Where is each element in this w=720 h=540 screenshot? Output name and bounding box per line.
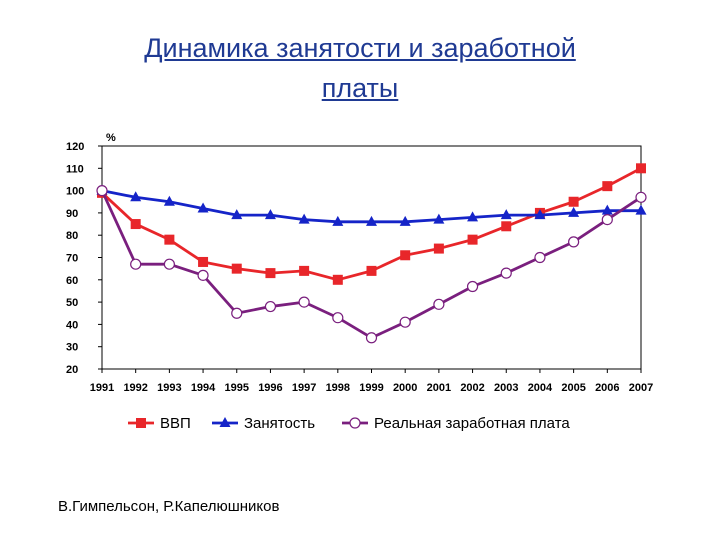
author-credit: В.Гимпельсон, Р.Капелюшников <box>58 498 280 515</box>
data-point <box>264 300 277 313</box>
data-point <box>332 215 344 226</box>
x-tick-label: 1991 <box>90 382 114 394</box>
page-title: Динамика занятости и заработной платы <box>0 28 720 108</box>
y-tick-label: 80 <box>66 230 78 242</box>
x-tick-label: 1995 <box>225 382 249 394</box>
data-point <box>366 215 377 226</box>
data-point <box>467 211 479 222</box>
data-point <box>635 191 647 203</box>
y-tick-label: 30 <box>66 342 78 354</box>
x-tick-label: 1994 <box>191 382 216 394</box>
data-point <box>130 219 141 230</box>
data-point <box>399 316 411 328</box>
chart-legend: ВВП Занятость Реальная заработная плата <box>128 415 570 432</box>
chart-series <box>96 163 647 344</box>
data-point <box>197 269 209 281</box>
legend-item-1: ВВП <box>128 415 191 432</box>
data-point <box>500 209 512 220</box>
data-point <box>332 312 344 324</box>
data-point <box>130 258 142 270</box>
legend-label: Реальная заработная плата <box>374 415 570 432</box>
data-point <box>231 263 242 274</box>
legend-item-3: Реальная заработная плата <box>342 415 570 432</box>
data-point <box>299 265 310 276</box>
legend-marker <box>219 417 231 427</box>
data-point <box>197 202 209 213</box>
y-tick-label: 40 <box>66 319 78 331</box>
data-point <box>366 265 377 276</box>
data-point <box>399 215 411 226</box>
legend-label: Занятость <box>244 415 315 432</box>
x-tick-label: 1992 <box>123 382 147 394</box>
y-tick-label: 70 <box>66 253 78 265</box>
y-tick-label: 90 <box>66 208 78 220</box>
data-point <box>534 251 546 264</box>
data-point <box>265 268 276 279</box>
data-point <box>231 307 243 319</box>
data-point <box>433 213 445 224</box>
data-point <box>568 196 579 207</box>
y-unit-label: % <box>106 132 116 144</box>
y-tick-label: 50 <box>66 297 78 309</box>
x-tick-label: 2003 <box>494 382 518 394</box>
x-tick-label: 2005 <box>561 382 585 394</box>
data-point <box>534 209 546 220</box>
x-tick-label: 2001 <box>427 382 451 394</box>
x-tick-label: 1993 <box>157 382 181 394</box>
data-point <box>96 185 108 197</box>
data-point <box>164 234 175 245</box>
data-point <box>602 181 613 192</box>
x-tick-label: 1996 <box>258 382 282 394</box>
series-2 <box>96 184 647 226</box>
title-line-2: платы <box>321 73 399 103</box>
data-point <box>264 209 276 220</box>
y-tick-label: 60 <box>66 275 78 287</box>
data-point <box>433 298 445 310</box>
x-tick-label: 1998 <box>326 382 350 394</box>
y-tick-label: 100 <box>66 186 84 198</box>
data-point <box>636 163 646 174</box>
data-point <box>568 236 580 248</box>
x-tick-label: 2004 <box>528 382 553 394</box>
data-point <box>466 280 479 293</box>
legend-marker <box>136 418 146 428</box>
legend-label: ВВП <box>160 415 191 432</box>
x-tick-label: 1997 <box>292 382 316 394</box>
data-point <box>501 221 512 232</box>
y-tick-label: 120 <box>66 141 84 153</box>
legend-marker <box>349 417 361 429</box>
data-point <box>365 332 378 344</box>
data-point <box>198 256 209 267</box>
data-point <box>231 209 243 220</box>
data-point <box>500 267 512 279</box>
data-point <box>298 296 310 308</box>
title-line-1: Динамика занятости и заработной <box>144 33 576 63</box>
data-point <box>163 195 175 206</box>
x-tick-label: 1999 <box>359 382 383 394</box>
data-point <box>400 250 411 261</box>
data-point <box>601 204 613 215</box>
data-point <box>298 213 310 224</box>
chart-axes: 20 30 40 50 60 70 80 90 100 110 120 1991 1992 1993 199… <box>66 132 653 394</box>
data-point <box>433 243 444 254</box>
y-tick-label: 110 <box>66 163 84 175</box>
x-tick-label: 2006 <box>595 382 619 394</box>
x-tick-label: 2007 <box>629 382 653 394</box>
series-3 <box>96 185 647 344</box>
data-point <box>601 213 613 226</box>
data-point <box>163 258 175 270</box>
data-point <box>332 274 343 285</box>
data-point <box>635 204 647 215</box>
legend-item-2: Занятость <box>212 415 315 432</box>
data-point <box>568 206 580 217</box>
y-tick-label: 20 <box>66 364 78 376</box>
x-tick-label: 2000 <box>393 382 417 394</box>
data-point <box>130 191 142 202</box>
data-point <box>467 234 478 245</box>
x-tick-label: 2002 <box>460 382 484 394</box>
